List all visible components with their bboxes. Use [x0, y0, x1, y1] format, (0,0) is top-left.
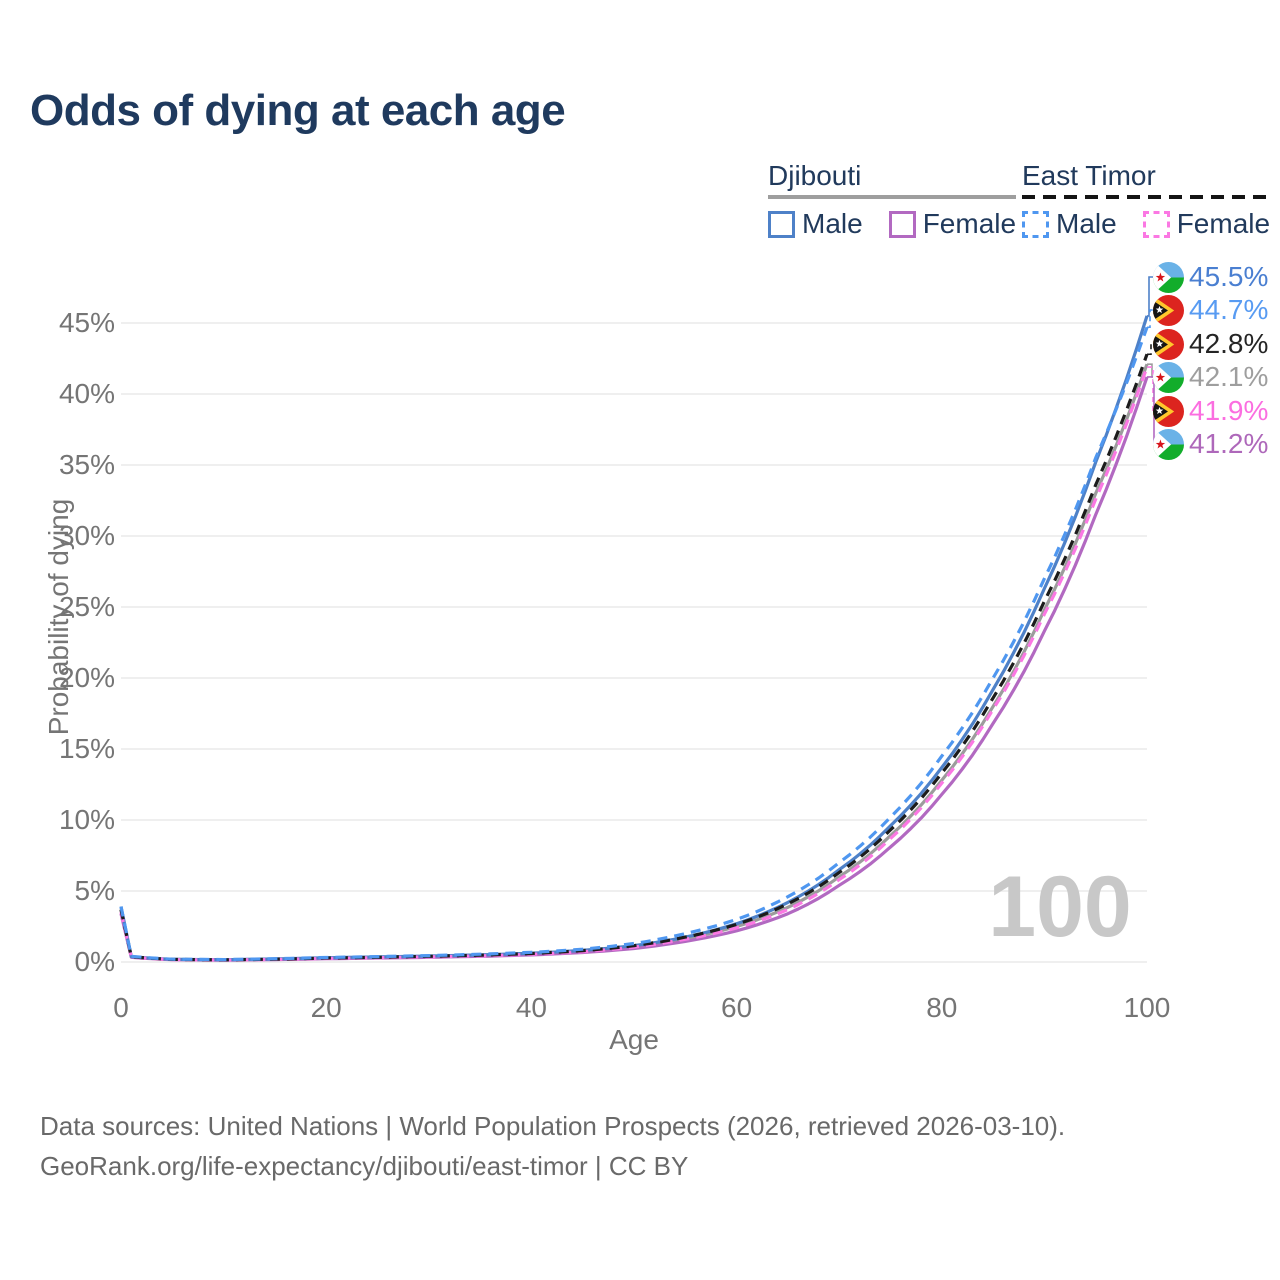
end-label-east-timor-female: 41.9% — [1153, 395, 1269, 427]
east-timor-dashed-line-sample — [1022, 195, 1271, 199]
y-tick-label: 30% — [58, 520, 115, 551]
y-tick-label: 5% — [74, 875, 115, 906]
legend-group-djibouti: Djibouti Male Female — [768, 160, 1017, 240]
legend-group-east-timor: East Timor Male Female — [1022, 160, 1271, 240]
legend-title-east-timor: East Timor — [1022, 160, 1156, 191]
end-label-east-timor-total: 42.8% — [1153, 328, 1269, 360]
y-tick-label: 45% — [58, 307, 115, 338]
end-label-value: 45.5% — [1189, 261, 1269, 292]
end-label-value: 41.9% — [1189, 395, 1269, 426]
leader-line-east-timor-total — [1147, 343, 1153, 356]
djibouti-male-swatch-icon — [768, 210, 795, 238]
djibouti-flag-icon — [1153, 428, 1184, 460]
legend-title-djibouti: Djibouti — [768, 160, 862, 191]
source-line-2: GeoRank.org/life-expectancy/djibouti/eas… — [40, 1151, 689, 1181]
end-label-value: 41.2% — [1189, 428, 1269, 459]
djibouti-female-swatch-icon — [888, 210, 916, 238]
legend-item-label: Male — [802, 208, 863, 239]
x-tick-label: 40 — [515, 992, 547, 1023]
x-tick-label: 100 — [1123, 992, 1171, 1023]
end-label-djibouti-total: 42.1% — [1153, 361, 1269, 393]
x-tick-label: 0 — [113, 992, 129, 1023]
legend-item-label: Female — [1176, 208, 1271, 239]
leader-line-east-timor-male — [1147, 309, 1153, 329]
line-east-timor-male — [119, 326, 1149, 962]
east-timor-male-swatch-icon — [1022, 210, 1049, 238]
djibouti-flag-icon — [1153, 361, 1184, 393]
y-tick-label: 10% — [58, 804, 115, 835]
age-watermark: 100 — [988, 859, 1132, 955]
legend-item-label: Male — [1056, 208, 1117, 239]
x-tick-label: 60 — [721, 992, 753, 1023]
y-tick-label: 15% — [58, 733, 115, 764]
source-line-1: Data sources: United Nations | World Pop… — [40, 1111, 1066, 1141]
y-tick-label: 25% — [58, 591, 115, 622]
end-label-djibouti-female: 41.2% — [1153, 428, 1269, 460]
legend-item-east-timor-male: Male — [1022, 208, 1117, 240]
y-tick-label: 40% — [58, 378, 115, 409]
end-label-value: 44.7% — [1189, 294, 1269, 325]
y-tick-label: 20% — [58, 662, 115, 693]
leader-line-djibouti-male — [1147, 276, 1153, 317]
legend-item-east-timor-female: Female — [1142, 208, 1271, 240]
x-tick-label: 20 — [310, 992, 342, 1023]
end-label-value: 42.1% — [1189, 361, 1269, 392]
east-timor-flag-icon — [1153, 294, 1184, 326]
east-timor-female-swatch-icon — [1142, 210, 1170, 238]
djibouti-flag-icon — [1153, 261, 1184, 293]
east-timor-flag-icon — [1153, 328, 1184, 360]
x-tick-label: 80 — [926, 992, 958, 1023]
end-label-east-timor-male: 44.7% — [1153, 294, 1269, 326]
leader-line-east-timor-female — [1147, 366, 1154, 411]
x-axis-title: Age — [609, 1024, 659, 1055]
source-attribution: Data sources: United Nations | World Pop… — [40, 1106, 1065, 1186]
y-tick-label: 35% — [58, 449, 115, 480]
east-timor-flag-icon — [1153, 395, 1184, 427]
end-label-value: 42.8% — [1189, 328, 1269, 359]
end-label-djibouti-male: 45.5% — [1153, 261, 1269, 293]
legend-item-label: Female — [922, 208, 1017, 239]
chart-title: Odds of dying at each age — [30, 86, 566, 135]
legend-item-djibouti-female: Female — [888, 208, 1017, 240]
legend-item-djibouti-male: Male — [768, 208, 863, 240]
djibouti-solid-line-sample — [768, 195, 1017, 199]
y-tick-label: 0% — [74, 946, 115, 977]
